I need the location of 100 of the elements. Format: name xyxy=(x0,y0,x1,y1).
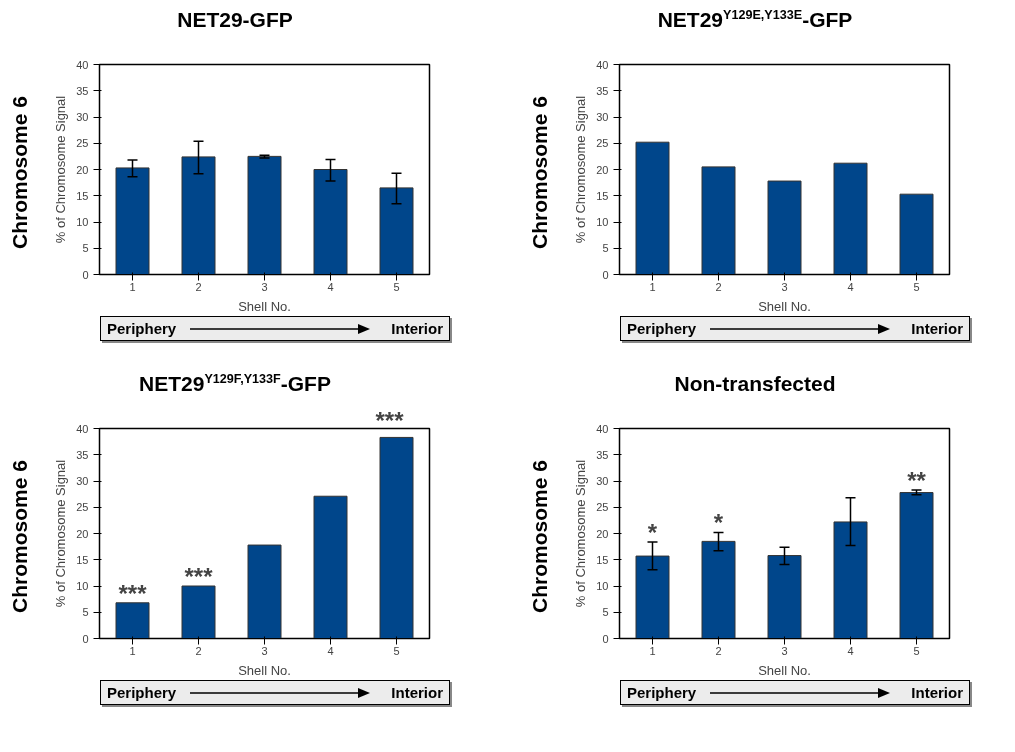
y-tick-label: 35 xyxy=(76,448,89,461)
bar xyxy=(379,436,414,639)
x-tick-label: 5 xyxy=(393,280,400,293)
x-tick-label: 3 xyxy=(781,280,788,293)
x-tick-label: 5 xyxy=(913,280,920,293)
y-tick-label: 5 xyxy=(602,606,609,619)
y-tick-label: 25 xyxy=(596,501,609,514)
x-tick-label: 3 xyxy=(261,280,268,293)
bar xyxy=(701,166,736,275)
y-tick-label: 35 xyxy=(596,84,609,97)
bar xyxy=(181,585,216,639)
y-tick-label: 5 xyxy=(602,242,609,255)
x-tick-label: 1 xyxy=(649,644,656,657)
y-tick-label: 40 xyxy=(596,422,609,435)
y-tick-label: 20 xyxy=(76,163,89,176)
y-tick-label: 10 xyxy=(76,580,89,592)
y-axis-title: % of Chromosome Signal xyxy=(573,459,589,608)
bar xyxy=(313,495,348,639)
y-tick-label: 30 xyxy=(596,111,609,123)
y-tick-label: 15 xyxy=(596,553,609,566)
y-axis-title: % of Chromosome Signal xyxy=(573,95,589,244)
text: Periphery xyxy=(107,319,177,339)
y-tick-label: 0 xyxy=(602,268,609,281)
text: Chromosome 6 xyxy=(527,460,552,613)
text: Chromosome 6 xyxy=(7,460,32,613)
text: Periphery xyxy=(107,683,177,703)
text: Periphery xyxy=(627,319,697,339)
y-tick-label: 20 xyxy=(596,163,609,176)
bar xyxy=(247,155,282,275)
bar xyxy=(767,180,802,275)
annotation: * xyxy=(713,509,724,537)
x-tick-label: 4 xyxy=(327,280,334,293)
y-tick-label: 20 xyxy=(76,527,89,540)
annotation: *** xyxy=(184,563,214,590)
y-tick-label: 15 xyxy=(76,189,89,202)
y-tick-label: 0 xyxy=(602,632,609,645)
y-tick-label: 35 xyxy=(76,84,89,97)
x-tick-label: 5 xyxy=(913,644,920,657)
y-tick-label: 25 xyxy=(596,137,609,150)
y-tick-label: 40 xyxy=(596,58,609,71)
annotation: ** xyxy=(907,466,927,494)
x-tick-label: 2 xyxy=(715,280,722,293)
bar xyxy=(833,162,868,275)
x-tick-label: 2 xyxy=(715,644,722,657)
x-tick-label: 1 xyxy=(129,280,136,293)
x-axis-title: Shell No. xyxy=(758,298,811,314)
text: Interior xyxy=(391,683,443,703)
chart-title: NET29$^{Y129F,Y133F}$-GFP xyxy=(139,371,331,397)
y-axis-title: % of Chromosome Signal xyxy=(53,459,69,608)
chart-title: Non-transfected xyxy=(674,371,836,397)
annotation: *** xyxy=(375,406,405,434)
x-tick-label: 1 xyxy=(649,280,656,293)
x-tick-label: 1 xyxy=(129,644,136,657)
y-tick-label: 5 xyxy=(82,242,89,255)
y-tick-label: 25 xyxy=(76,137,89,150)
text: Interior xyxy=(391,319,443,339)
x-axis-title: Shell No. xyxy=(758,662,811,678)
y-tick-label: 0 xyxy=(82,632,89,645)
bar xyxy=(701,540,736,639)
bar xyxy=(635,141,670,275)
y-tick-label: 40 xyxy=(76,58,89,71)
bar xyxy=(899,492,934,639)
y-tick-label: 5 xyxy=(82,606,89,619)
y-axis-title: % of Chromosome Signal xyxy=(53,95,69,244)
text: Chromosome 6 xyxy=(7,96,32,249)
text: Periphery xyxy=(627,683,697,703)
bar xyxy=(181,156,216,275)
chart-title: NET29-GFP xyxy=(177,7,293,33)
x-tick-label: 3 xyxy=(261,644,268,657)
bar xyxy=(115,167,150,275)
text: Interior xyxy=(911,683,963,703)
bar xyxy=(313,169,348,275)
bar xyxy=(767,555,802,639)
x-tick-label: 2 xyxy=(195,644,202,657)
text: Chromosome 6 xyxy=(527,96,552,249)
text: Interior xyxy=(911,319,963,339)
y-tick-label: 35 xyxy=(596,448,609,461)
x-tick-label: 5 xyxy=(393,644,400,657)
x-axis-title: Shell No. xyxy=(238,298,291,314)
y-tick-label: 15 xyxy=(76,553,89,566)
x-tick-label: 3 xyxy=(781,644,788,657)
bar xyxy=(115,602,150,639)
annotation: * xyxy=(647,518,658,546)
bar xyxy=(635,555,670,639)
y-tick-label: 15 xyxy=(596,189,609,202)
x-axis-title: Shell No. xyxy=(238,662,291,678)
y-tick-label: 10 xyxy=(596,216,609,228)
y-tick-label: 30 xyxy=(76,475,89,487)
y-tick-label: 0 xyxy=(82,268,89,281)
y-tick-label: 20 xyxy=(596,527,609,540)
y-tick-label: 10 xyxy=(596,580,609,592)
y-tick-label: 10 xyxy=(76,216,89,228)
annotation: *** xyxy=(118,579,148,607)
x-tick-label: 4 xyxy=(327,644,334,657)
x-tick-label: 2 xyxy=(195,280,202,293)
y-tick-label: 40 xyxy=(76,422,89,435)
bar xyxy=(833,521,868,639)
x-tick-label: 4 xyxy=(847,280,854,293)
chart-title: NET29$^{Y129E,Y133E}$-GFP xyxy=(657,7,853,33)
bar xyxy=(899,193,934,275)
